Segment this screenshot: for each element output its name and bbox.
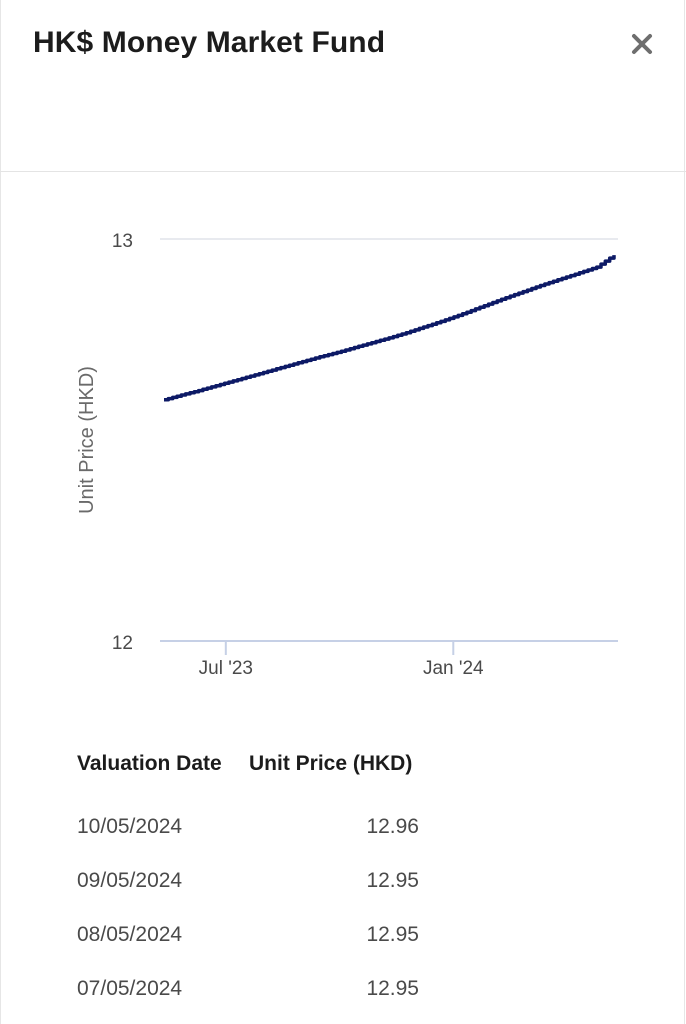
- x-ticks: Jul '23 Jan '24: [199, 641, 484, 679]
- price-chart: 13 12 Unit Price (HKD) Jul '23 Jan '24: [76, 231, 618, 679]
- dialog-header: HK$ Money Market Fund: [0, 0, 686, 172]
- row-date: 07/05/2024: [77, 977, 183, 1000]
- y-tick-label: 13: [112, 231, 133, 252]
- header-unit-price: Unit Price (HKD): [249, 752, 413, 775]
- table-row: 07/05/2024 12.95: [77, 962, 497, 1016]
- y-axis-label: Unit Price (HKD): [76, 366, 98, 514]
- y-tick-label: 12: [112, 633, 133, 654]
- header-valuation-date: Valuation Date: [77, 752, 222, 775]
- close-icon[interactable]: [626, 28, 658, 60]
- table-row: 10/05/2024 12.96: [77, 800, 497, 854]
- table-row: 09/05/2024 12.95: [77, 854, 497, 908]
- row-price: 12.95: [366, 869, 419, 892]
- row-date: 09/05/2024: [77, 869, 183, 892]
- dialog-title: HK$ Money Market Fund: [33, 26, 386, 59]
- row-date: 10/05/2024: [77, 815, 183, 838]
- row-price: 12.95: [366, 977, 419, 1000]
- table-row: 08/05/2024 12.95: [77, 908, 497, 962]
- x-tick-label: Jan '24: [423, 658, 484, 679]
- x-tick-label: Jul '23: [199, 658, 253, 679]
- row-price: 12.96: [366, 815, 419, 838]
- row-price: 12.95: [366, 923, 419, 946]
- price-table: Valuation Date Unit Price (HKD) 10/05/20…: [77, 748, 497, 1016]
- series-line: [164, 255, 616, 402]
- row-date: 08/05/2024: [77, 923, 183, 946]
- table-header: Valuation Date Unit Price (HKD): [77, 748, 497, 780]
